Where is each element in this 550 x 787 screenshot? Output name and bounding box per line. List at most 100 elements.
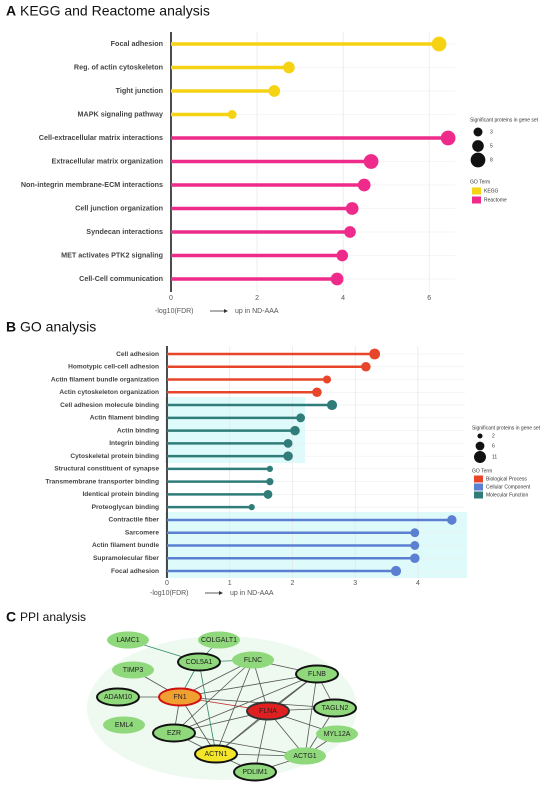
y-tick-label: Actin filament binding <box>90 415 159 422</box>
y-tick-label: Identical protein binding <box>82 491 159 498</box>
x-axis-note: up in ND-AAA <box>230 590 274 597</box>
node-label: ACTG1 <box>293 753 316 760</box>
lollipop-dot <box>363 154 379 169</box>
size-legend-title: Significant proteins in gene set <box>470 117 539 123</box>
size-legend-dot <box>470 152 486 168</box>
size-legend-dot <box>474 451 486 463</box>
legend-label: KEGG <box>484 188 499 194</box>
panel-label: B <box>6 319 16 335</box>
legend-swatch <box>472 187 481 195</box>
x-tick-label: 6 <box>427 295 431 302</box>
network-node <box>194 744 238 764</box>
network-node <box>158 687 202 707</box>
network-edge <box>215 659 254 755</box>
node-label: FN1 <box>173 694 186 701</box>
lollipop-dot <box>447 515 457 525</box>
y-tick-label: Actin binding <box>117 427 159 434</box>
lollipop-dot <box>268 85 281 97</box>
legend-swatch <box>474 491 483 499</box>
y-tick-label: Syndecan interactions <box>86 227 163 236</box>
size-legend-label: 5 <box>490 143 493 149</box>
network-node <box>232 651 274 669</box>
x-tick-label: 0 <box>169 295 173 302</box>
size-legend-title: Significant proteins in gene set <box>472 425 541 431</box>
size-legend-dot <box>475 441 485 451</box>
lollipop-dot <box>344 226 356 238</box>
chart-title: KEGG and Reactome analysis <box>20 3 210 19</box>
x-tick-label: 1 <box>228 580 232 587</box>
lollipop-dot <box>330 272 344 286</box>
network-node <box>198 631 240 649</box>
panel-label: C <box>6 609 16 625</box>
lollipop-dot <box>357 178 371 192</box>
network-halo <box>87 636 357 780</box>
node-label: ACTN1 <box>205 751 228 758</box>
legend-title: GO Term <box>470 179 490 185</box>
network-node <box>246 701 290 721</box>
network-edge <box>254 710 269 773</box>
x-tick-label: 3 <box>353 580 357 587</box>
legend-label: Cellular Component <box>486 484 531 490</box>
x-tick-label: 4 <box>341 295 345 302</box>
lollipop-dot <box>369 348 381 360</box>
node-label: PDLIM1 <box>242 769 267 776</box>
lollipop-dot <box>336 249 349 262</box>
y-tick-label: Proteoglycan binding <box>92 504 159 511</box>
y-tick-label: Cell-Cell communication <box>79 274 163 283</box>
lollipop-dot <box>390 565 402 577</box>
y-tick-label: Actin filament bundle <box>92 542 159 549</box>
lollipop-dot <box>312 387 322 398</box>
y-tick-label: Cell adhesion <box>116 351 159 358</box>
network-node <box>96 687 140 707</box>
lollipop-dot <box>322 375 332 384</box>
legend-swatch <box>474 483 483 491</box>
lollipop-dot <box>296 413 306 423</box>
lollipop-dot <box>290 425 300 436</box>
node-label: EML4 <box>115 722 133 729</box>
network-node <box>112 661 154 679</box>
arrow <box>205 591 223 595</box>
lollipop-dot <box>326 399 338 411</box>
size-legend-dot <box>477 433 483 439</box>
network-node <box>284 747 326 765</box>
lollipop-dot <box>283 61 295 74</box>
node-label: FLNA <box>259 708 277 715</box>
lollipop-dot <box>361 362 371 372</box>
node-label: LAMC1 <box>116 637 139 644</box>
lollipop-dot <box>431 36 447 52</box>
network-node <box>233 762 277 782</box>
y-tick-label: Supramolecular fiber <box>93 555 159 562</box>
y-tick-label: Reg. of actin cytoskeleton <box>74 62 163 71</box>
size-legend-label: 8 <box>490 157 493 163</box>
size-legend-label: 11 <box>492 454 497 460</box>
network-edge <box>173 659 254 734</box>
node-label: TAGLN2 <box>322 705 349 712</box>
node-label: COL5A1 <box>186 659 213 666</box>
y-tick-label: Cell-extracellular matrix interactions <box>39 133 163 142</box>
chart-title: GO analysis <box>20 319 96 335</box>
node-label: EZR <box>167 730 181 737</box>
y-tick-label: Sarcomere <box>125 529 159 536</box>
lollipop-dot <box>410 541 420 550</box>
lollipop-dot <box>263 490 273 499</box>
lollipop-dot <box>227 109 237 120</box>
y-tick-label: Tight junction <box>116 86 163 95</box>
y-tick-label: Actin cytoskeleton organization <box>59 389 159 396</box>
network-edge <box>304 673 318 757</box>
arrow <box>210 309 228 313</box>
network-edge <box>179 696 217 755</box>
y-tick-label: Structural constituent of synapse <box>54 466 159 473</box>
y-tick-label: MAPK signaling pathway <box>78 109 163 118</box>
lollipop-dot <box>248 504 255 511</box>
network-edge <box>173 673 318 734</box>
size-legend-label: 2 <box>492 433 495 439</box>
x-tick-label: 2 <box>255 295 259 302</box>
x-axis-label: -log10(FDR) <box>150 590 189 597</box>
network-edge <box>198 661 217 755</box>
lollipop-dot <box>410 553 420 563</box>
lollipop-dot <box>440 130 456 146</box>
network-node <box>107 631 149 649</box>
node-label: FLNC <box>244 657 262 664</box>
legend-swatch <box>474 475 483 483</box>
y-tick-label: Cytoskeletal protein binding <box>70 453 159 460</box>
